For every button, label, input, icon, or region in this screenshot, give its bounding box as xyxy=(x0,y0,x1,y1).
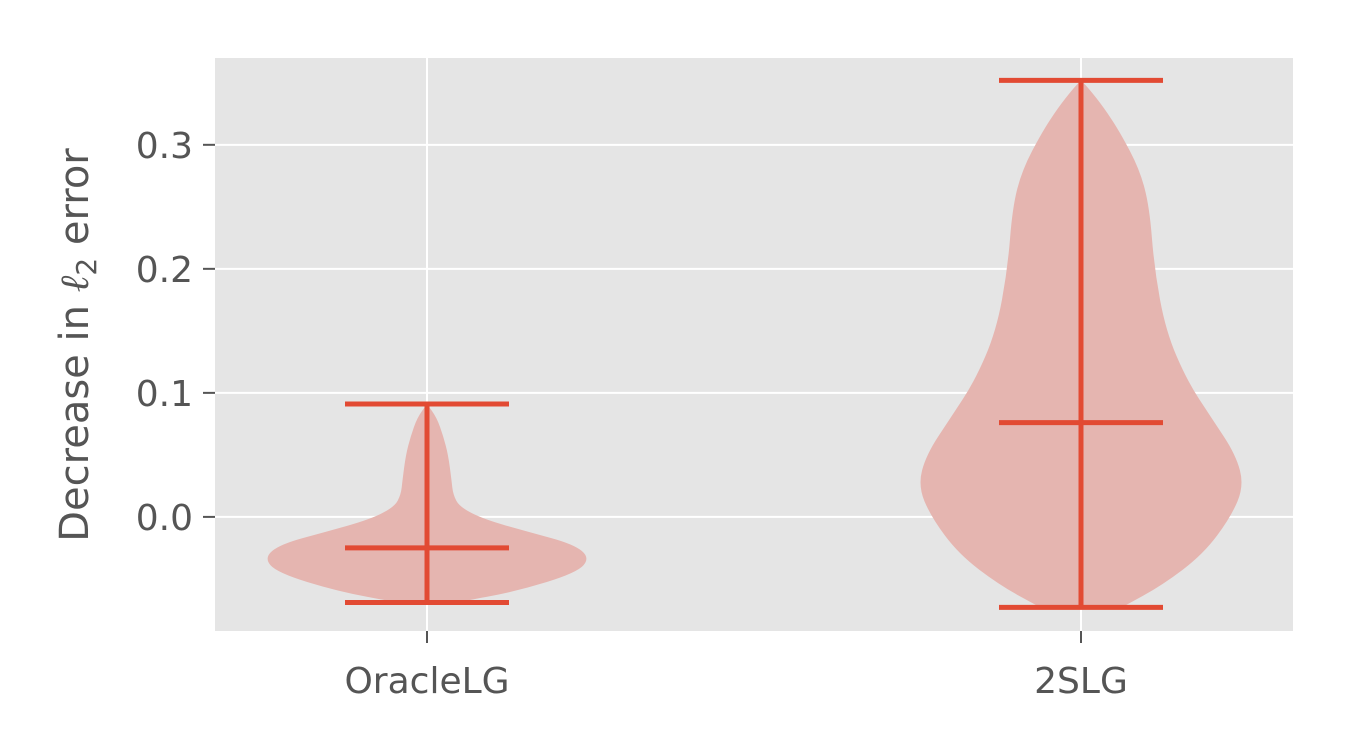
y-tick-label: 0.2 xyxy=(136,250,193,291)
y-tick-label: 0.3 xyxy=(136,126,193,167)
y-axis-label-symbol: ℓ xyxy=(52,275,98,292)
x-tick-label: 2SLG xyxy=(1034,661,1128,702)
x-tick-label: OracleLG xyxy=(344,661,509,702)
x-axis-ticks: OracleLG 2SLG xyxy=(344,631,1128,702)
y-axis-ticks: 0.0 0.1 0.2 0.3 xyxy=(136,126,215,539)
y-axis-label-suffix: error xyxy=(52,148,98,258)
y-axis-label-subscript: 2 xyxy=(70,258,103,276)
violin-markers xyxy=(345,77,1163,610)
y-tick-label: 0.0 xyxy=(136,498,193,539)
y-tick-label: 0.1 xyxy=(136,374,193,415)
y-axis-label: Decrease in ℓ2 error xyxy=(52,148,103,542)
y-axis-label-prefix: Decrease in xyxy=(52,292,98,541)
